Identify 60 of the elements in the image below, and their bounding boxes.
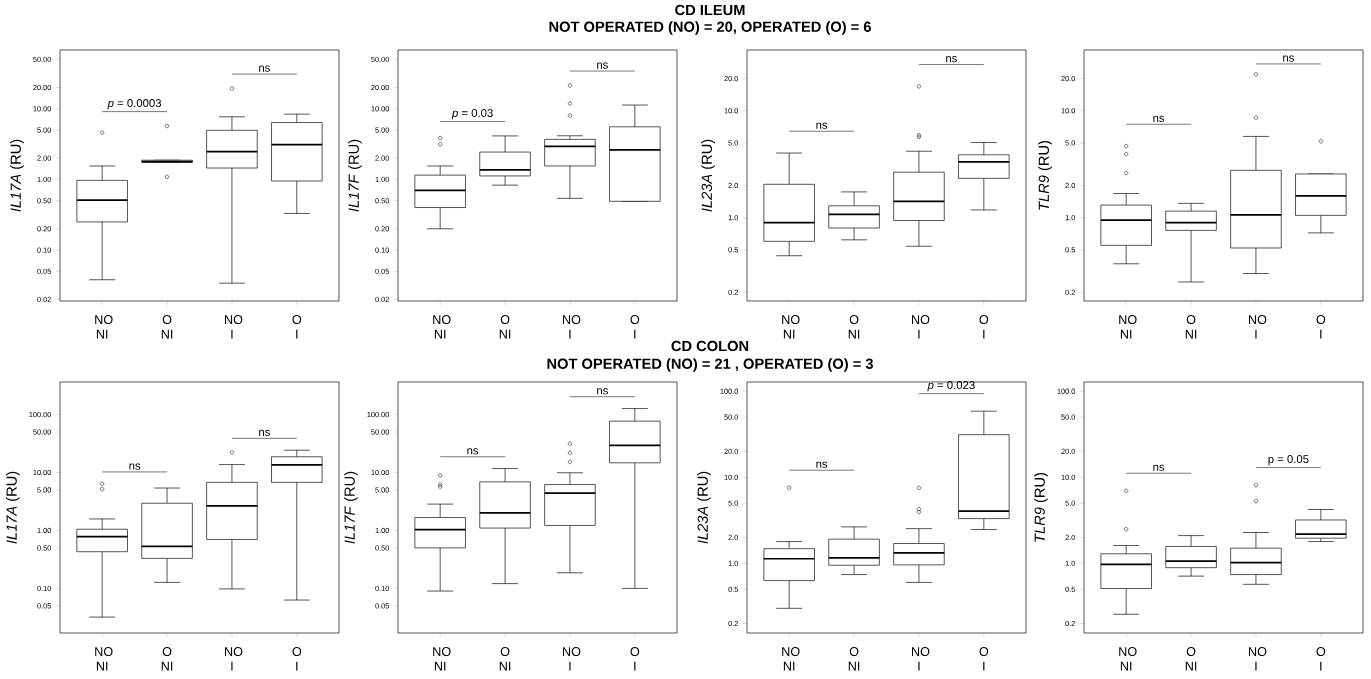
x-tick-label: O NI [1185,315,1197,339]
y-axis-title: TLR9 (RU) [1034,472,1048,542]
x-tick-label: O I [1316,315,1326,339]
text: CD COLON [671,340,749,352]
y-axis-title: IL17F (RU) [348,139,362,212]
x-tick-label: O I [292,315,302,339]
annotation: ns [816,461,828,468]
y-axis-title: IL17A (RU) [10,139,24,212]
x-tick-label: O I [630,647,640,671]
x-tick-label: O NI [161,315,173,339]
y-axis-title: IL23A (RU) [697,471,711,544]
x-tick-label: NO I [224,647,243,671]
x-tick-label: O I [979,315,989,339]
x-tick-label: NO I [1249,315,1267,339]
x-tick-label: NO NI [433,315,451,339]
x-tick-label: O NI [848,315,860,339]
x-tick-label: O I [979,647,989,671]
x-tick-label: NO NI [433,647,451,671]
x-tick-label: NO NI [1119,647,1137,671]
annotation: ns [467,448,479,455]
y-axis-title: IL17F (RU) [344,471,358,544]
annotation: ns [129,463,141,470]
annotation: ns [259,429,270,437]
x-tick-label: NO I [562,647,581,671]
annotation: ns [1153,115,1165,122]
text: CD ILEUM [675,4,745,16]
text: NOT OPERATED (NO) = 21 , OPERATED (O) = 3 [547,358,874,372]
x-tick-label: NO NI [95,315,113,339]
x-tick-label: O NI [499,315,511,339]
y-axis-title: IL17A (RU) [6,471,20,544]
x-tick-label: O NI [499,647,511,671]
x-tick-label: NO NI [1119,315,1137,339]
x-tick-label: NO I [224,315,243,339]
x-tick-label: NO I [911,315,930,339]
annotation: p = 0.05 [1268,455,1309,466]
x-tick-label: O I [1316,647,1326,671]
x-tick-label: NO NI [782,315,800,339]
x-tick-label: O NI [848,647,860,671]
annotation: ns [946,56,957,63]
x-tick-label: NO NI [95,647,113,671]
annotation: p = 0.03 [451,108,493,120]
x-tick-label: NO I [1248,647,1267,671]
annotation: ns [816,122,828,129]
annotation: ns [1153,464,1165,471]
annotation: p = 0.023 [927,381,975,392]
y-axis-title: TLR9 (RU) [1038,140,1052,210]
y-axis-title: IL23A (RU) [701,139,715,212]
annotation: ns [1283,55,1294,62]
x-tick-label: O I [292,647,302,671]
x-tick-label: O I [630,315,640,339]
x-tick-label: NO I [911,647,930,671]
annotation: ns [597,388,608,395]
x-tick-label: NO I [562,315,581,339]
annotation: ns [597,62,608,69]
x-tick-label: O NI [1185,647,1197,671]
annotation: ns [259,65,270,72]
x-tick-label: NO NI [782,647,800,671]
annotation: p = 0.0003 [107,99,162,110]
text: NOT OPERATED (NO) = 20, OPERATED (O) = 6 [549,21,871,35]
x-tick-label: O NI [161,647,173,671]
